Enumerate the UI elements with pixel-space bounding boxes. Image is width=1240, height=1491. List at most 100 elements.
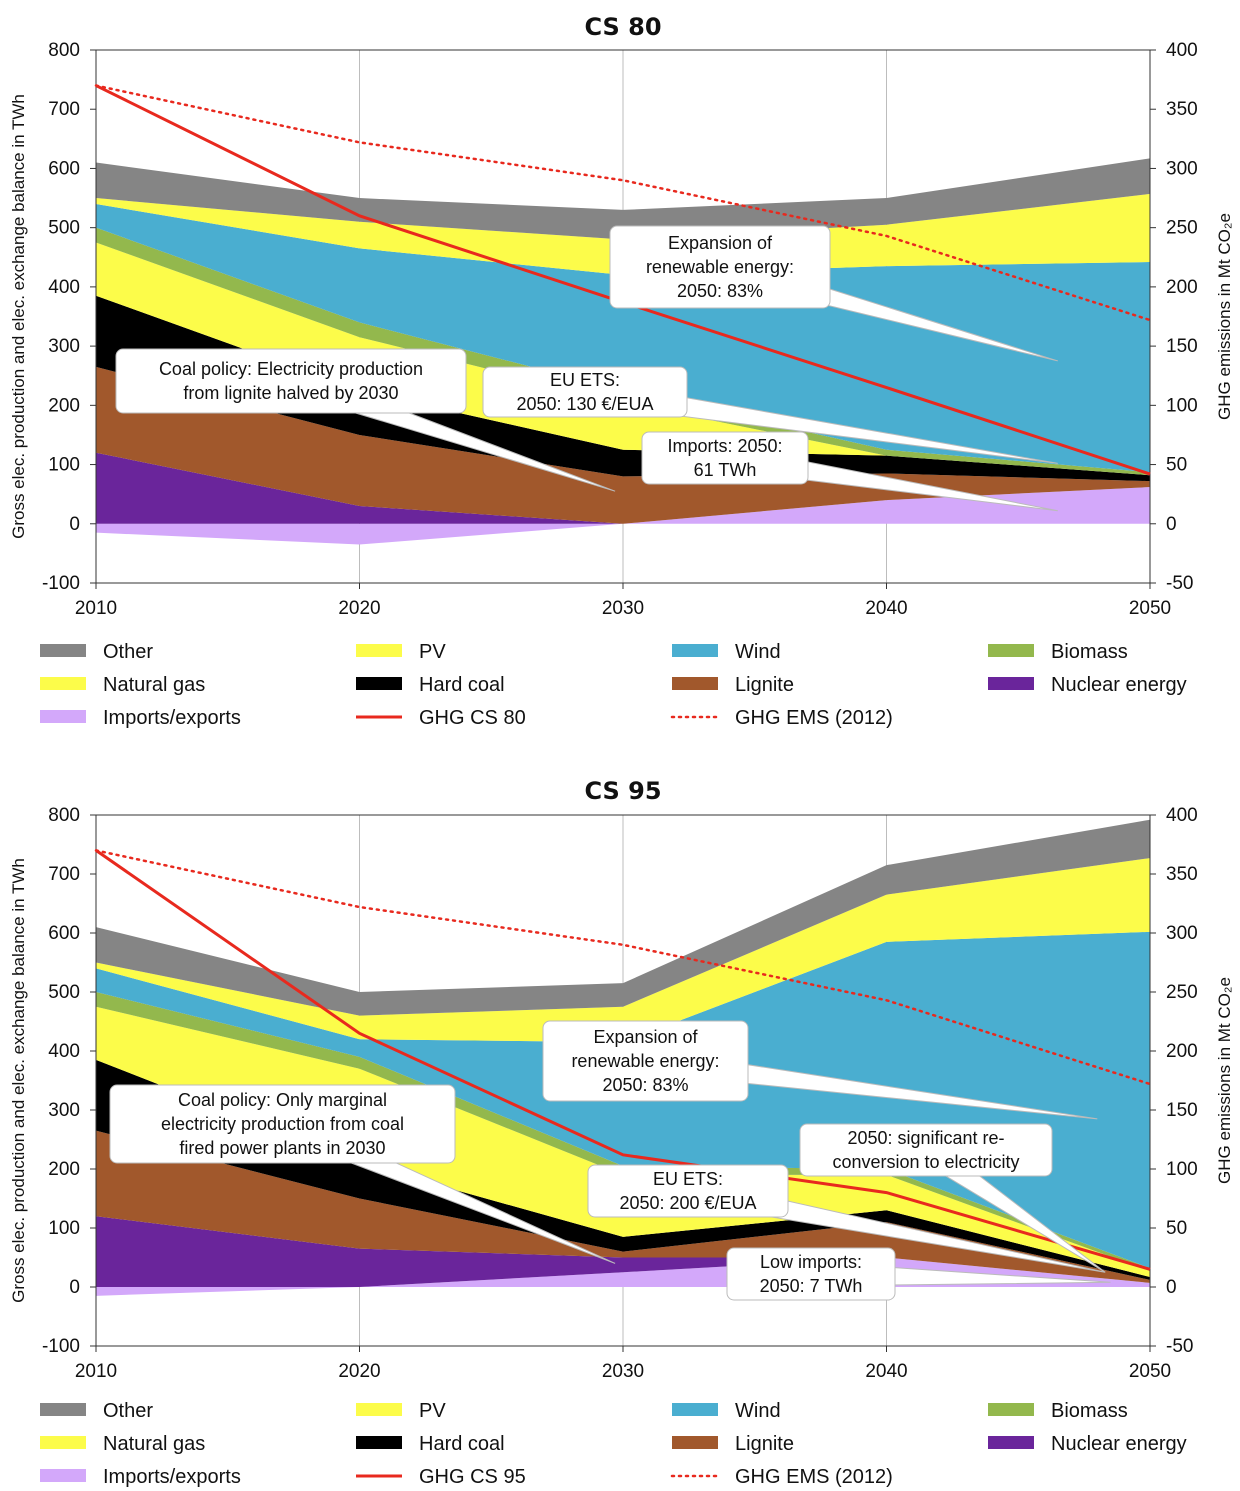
- legend-item-natural-gas: Natural gas: [40, 1433, 205, 1455]
- legend-swatch: [40, 710, 86, 723]
- y-tick-label: 600: [48, 158, 80, 179]
- y2-tick-label: 200: [1166, 277, 1198, 298]
- y-tick-label: 200: [48, 395, 80, 416]
- y-tick-label: 300: [48, 1100, 80, 1121]
- callout-text: 2050: 83%: [602, 1075, 688, 1095]
- legend-label: GHG EMS (2012): [735, 1466, 893, 1488]
- legend-item-wind: Wind: [672, 641, 781, 663]
- legend-label: GHG EMS (2012): [735, 707, 893, 729]
- callout: Expansion of renewable energy: 2050: 83%: [609, 225, 1058, 362]
- y2-tick-label: 200: [1166, 1041, 1198, 1062]
- legend-label: Imports/exports: [103, 1466, 241, 1488]
- callout: Expansion of renewable energy: 2050: 83%: [542, 1020, 1098, 1120]
- callout: Coal policy: Electricity production from …: [115, 348, 616, 492]
- y2-tick-label: 300: [1166, 158, 1198, 179]
- y-tick-label: 100: [48, 455, 80, 476]
- legend-label: Hard coal: [419, 1433, 505, 1455]
- legend-swatch: [672, 1403, 718, 1416]
- legend-item-biomass: Biomass: [988, 1400, 1128, 1422]
- legend-label: Biomass: [1051, 641, 1128, 663]
- legend-item-lignite: Lignite: [672, 674, 794, 696]
- legend-label: Hard coal: [419, 674, 505, 696]
- y-tick-label: 100: [48, 1218, 80, 1239]
- y-axis-title: Gross elec. production and elec. exchang…: [9, 858, 28, 1303]
- callout-box: [115, 348, 467, 414]
- legend-label: Nuclear energy: [1051, 1433, 1187, 1455]
- legend-swatch: [356, 1403, 402, 1416]
- series-area-nuclear-energy: [96, 1216, 1150, 1287]
- y2-tick-label: 150: [1166, 336, 1198, 357]
- callout-text: Coal policy: Electricity production: [159, 359, 423, 379]
- legend-swatch: [356, 1436, 402, 1449]
- callout-text: electricity production from coal: [161, 1114, 404, 1134]
- legend-item-other: Other: [40, 1400, 153, 1422]
- callout-text: renewable energy:: [646, 257, 794, 277]
- legend-label: Lignite: [735, 1433, 794, 1455]
- x-tick-label: 2050: [1129, 598, 1171, 619]
- legend-item-ghg-ems-2012: GHG EMS (2012): [670, 707, 893, 729]
- legend-swatch: [672, 677, 718, 690]
- y2-tick-label: 250: [1166, 982, 1198, 1003]
- y-tick-label: 400: [48, 277, 80, 298]
- legend-item-natural-gas: Natural gas: [40, 674, 205, 696]
- callout-text: 2050: 7 TWh: [760, 1276, 863, 1296]
- callout-text: 2050: 200 €/EUA: [619, 1193, 756, 1213]
- y2-tick-label: 50: [1166, 455, 1187, 476]
- x-tick-label: 2030: [602, 1361, 644, 1382]
- y-tick-label: 0: [69, 514, 80, 535]
- y-tick-label: -100: [42, 1336, 80, 1357]
- legend-label: PV: [419, 641, 446, 663]
- legend-label: GHG CS 80: [419, 707, 526, 729]
- callout-text: Imports: 2050:: [667, 436, 782, 456]
- y2-tick-label: 50: [1166, 1218, 1187, 1239]
- y2-tick-label: 150: [1166, 1100, 1198, 1121]
- callout: Imports: 2050: 61 TWh: [641, 431, 1058, 512]
- y2-tick-label: 250: [1166, 218, 1198, 239]
- y-tick-label: -100: [42, 573, 80, 594]
- legend-swatch: [40, 677, 86, 690]
- x-tick-label: 2040: [865, 1361, 907, 1382]
- y-axis-title: Gross elec. production and elec. exchang…: [9, 94, 28, 539]
- x-tick-label: 2020: [338, 1361, 380, 1382]
- legend-item-hard-coal: Hard coal: [356, 1433, 505, 1455]
- callout-text: 61 TWh: [694, 460, 757, 480]
- legend-item-hard-coal: Hard coal: [356, 674, 505, 696]
- series-line-ghg-ems-2012: [94, 84, 1152, 322]
- y-tick-label: 0: [69, 1277, 80, 1298]
- callout-text: Low imports:: [760, 1252, 862, 1272]
- legend-item-imports-exports: Imports/exports: [40, 1466, 241, 1488]
- callout-text: 2050: significant re-: [847, 1128, 1004, 1148]
- series-area-natural-gas: [96, 1006, 1150, 1277]
- x-tick-label: 2010: [75, 1361, 117, 1382]
- chart-title: CS 95: [584, 777, 661, 805]
- legend-swatch: [988, 1403, 1034, 1416]
- callout: EU ETS: 2050: 130 €/EUA: [482, 366, 1058, 464]
- legend-item-wind: Wind: [672, 1400, 781, 1422]
- x-tick-label: 2050: [1129, 1361, 1171, 1382]
- y2-tick-label: 400: [1166, 805, 1198, 826]
- callout-box: [482, 366, 688, 418]
- y-tick-label: 200: [48, 1159, 80, 1180]
- legend-item-imports-exports: Imports/exports: [40, 707, 241, 729]
- legend-swatch: [988, 644, 1034, 657]
- legend-label: Natural gas: [103, 1433, 205, 1455]
- y-tick-label: 600: [48, 923, 80, 944]
- legend-item-pv: PV: [356, 1400, 446, 1422]
- legend-item-nuclear-energy: Nuclear energy: [988, 1433, 1187, 1455]
- legend-item-lignite: Lignite: [672, 1433, 794, 1455]
- callout-text: Expansion of: [668, 233, 773, 253]
- series-line-ghg-ems-2012: [94, 849, 1152, 1086]
- y2-tick-label: 400: [1166, 40, 1198, 61]
- callout-box: [609, 225, 831, 309]
- chart-title: CS 80: [584, 13, 661, 41]
- legend-label: Nuclear energy: [1051, 674, 1187, 696]
- legend-item-biomass: Biomass: [988, 641, 1128, 663]
- callout-text: EU ETS:: [550, 370, 620, 390]
- legend-label: Biomass: [1051, 1400, 1128, 1422]
- series-area-biomass: [96, 992, 1150, 1272]
- series-area-pv: [96, 858, 1150, 1043]
- y2-tick-label: 300: [1166, 923, 1198, 944]
- chart-cs80: CS 80 -100 0 100 200 300 400 500 600 700 800 -50 0 50…: [9, 13, 1234, 729]
- y2-tick-label: 100: [1166, 1159, 1198, 1180]
